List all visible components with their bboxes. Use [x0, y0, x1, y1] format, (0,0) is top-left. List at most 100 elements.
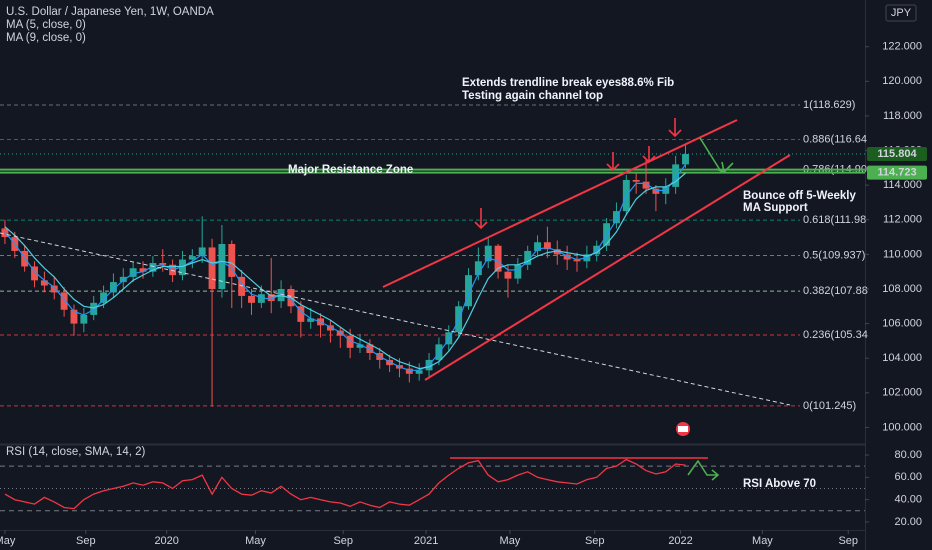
candle-body — [326, 325, 334, 331]
ma-line — [4, 164, 686, 371]
trendline — [0, 232, 791, 406]
candle-body — [40, 280, 48, 286]
candle-body — [652, 188, 660, 194]
candle-body — [179, 259, 186, 276]
x-tick-label: 2020 — [154, 535, 178, 547]
y-tick-label: 104.000 — [882, 352, 922, 364]
candle-body — [90, 302, 98, 315]
fib-label: 0(101.245) — [803, 400, 856, 412]
fib-label: 0.382(107.88 — [803, 285, 868, 297]
candle-body — [524, 250, 532, 265]
candle-body — [60, 292, 68, 310]
candle-body — [277, 288, 285, 302]
candle-body — [465, 275, 472, 307]
candle-body — [514, 264, 522, 279]
candle-body — [139, 268, 147, 272]
ma-layer — [4, 164, 686, 371]
event-icon-flag — [678, 426, 688, 432]
arrow-down — [474, 208, 488, 230]
candle-body — [386, 359, 394, 366]
annotation: Major Resistance Zone — [288, 164, 413, 176]
candle-body — [149, 263, 157, 272]
rsi-line — [4, 458, 686, 510]
candle-body — [543, 242, 551, 250]
fib-label: 1(118.629) — [803, 99, 855, 111]
y-tick-label: 60.00 — [894, 471, 922, 483]
candle-body — [405, 368, 413, 374]
x-tick-label: May — [500, 535, 521, 547]
candle-body — [129, 268, 137, 277]
candle-body — [228, 243, 236, 277]
x-tick-label: 2022 — [668, 535, 692, 547]
arrows — [450, 118, 708, 459]
candle-body — [70, 309, 78, 324]
candle-body — [80, 314, 88, 324]
price-label: 114.723 — [877, 167, 916, 179]
y-tick-label: 120.000 — [882, 75, 922, 87]
price-label-box — [867, 165, 927, 180]
candle-body — [632, 179, 640, 182]
fib-label: 0.618(111.98 — [803, 214, 866, 226]
candle-body — [672, 164, 680, 187]
x-tick-label: 2021 — [414, 535, 438, 547]
legend-entry: MA (5, close, 0) — [6, 19, 86, 31]
arrow-down — [642, 146, 656, 164]
y-tick-label: 112.000 — [883, 214, 922, 226]
candle-body — [238, 276, 246, 296]
annotation: Testing again channel top — [462, 90, 603, 102]
x-tick-label: Sep — [838, 535, 858, 547]
y-tick-label: 102.000 — [882, 387, 922, 399]
candle-body — [198, 247, 206, 257]
candle-body — [218, 243, 226, 289]
candle-body — [573, 259, 581, 262]
candle-body — [366, 344, 374, 354]
currency-label: JPY — [891, 7, 912, 19]
y-tick-label: 122.000 — [882, 41, 922, 53]
fib-layer: 1(118.629)0.886(116.640.786(114.900.618(… — [0, 99, 868, 412]
fib-label: 0.5(109.937) — [803, 249, 865, 261]
drawings — [0, 118, 791, 481]
candle-body — [553, 249, 561, 255]
y-tick-label: 118.000 — [883, 110, 922, 122]
x-tick-label: May — [245, 535, 266, 547]
arrow-down — [668, 118, 682, 138]
legend-entry: MA (9, close, 0) — [6, 32, 86, 44]
candle-body — [50, 285, 58, 293]
y-tick-label: 114.000 — [883, 179, 922, 191]
channel-bottom — [424, 154, 791, 381]
candle-body — [534, 242, 541, 251]
annotation: Bounce off 5-Weekly — [743, 190, 856, 202]
candle-body — [415, 370, 423, 374]
candle-body — [31, 266, 38, 281]
candle-body — [297, 306, 305, 322]
y-tick-label: 108.000 — [882, 283, 922, 295]
y-tick-label: 80.00 — [894, 449, 922, 461]
y-tick-label: 106.000 — [882, 318, 922, 330]
candle-body — [356, 344, 364, 348]
annotation: Extends trendline break eyes88.6% Fib — [462, 77, 674, 89]
channel-top — [382, 119, 738, 288]
candle-body — [494, 245, 502, 272]
x-tick-label: Sep — [333, 535, 353, 547]
x-tick-label: May — [0, 535, 16, 547]
candle-body — [188, 256, 196, 260]
candle-body — [612, 211, 620, 224]
candle-body — [336, 330, 344, 336]
x-tick-label: Sep — [76, 535, 96, 547]
arrow-path — [699, 137, 734, 174]
price-label: 115.804 — [877, 148, 917, 160]
legend-entry: RSI (14, close, SMA, 14, 2) — [6, 446, 146, 458]
candle-body — [474, 261, 482, 276]
candle-body — [346, 335, 354, 348]
arrow-down — [606, 152, 620, 172]
candle-body — [267, 294, 275, 302]
annotation: RSI Above 70 — [743, 478, 816, 490]
annotation: MA Support — [743, 202, 808, 214]
x-tick-label: May — [752, 535, 773, 547]
arrows — [687, 137, 734, 481]
candle-body — [682, 154, 689, 165]
ma-line — [4, 172, 686, 370]
candle-body — [208, 247, 216, 289]
candle-body — [248, 295, 255, 303]
